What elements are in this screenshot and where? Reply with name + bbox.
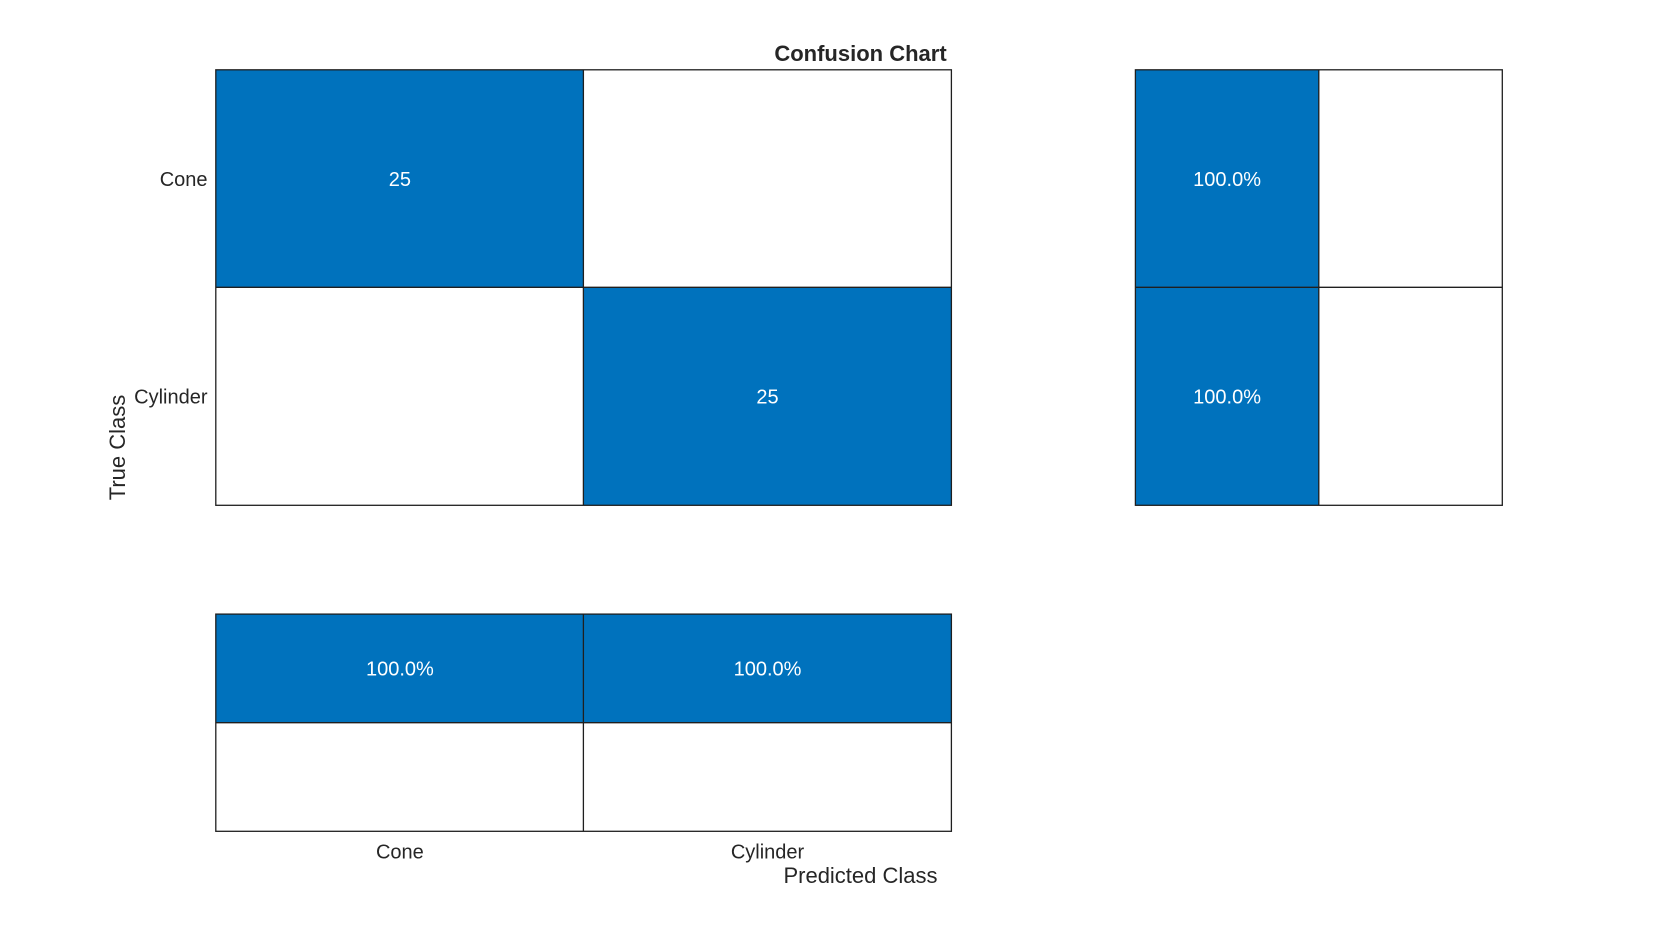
- svg-text:100.0%: 100.0%: [366, 659, 434, 681]
- svg-text:25: 25: [756, 387, 778, 409]
- svg-text:Confusion Chart: Confusion Chart: [774, 41, 947, 66]
- svg-text:True Class: True Class: [105, 395, 130, 501]
- svg-text:100.0%: 100.0%: [734, 659, 802, 681]
- svg-text:Cylinder: Cylinder: [731, 842, 805, 864]
- svg-text:Cone: Cone: [160, 169, 208, 191]
- svg-text:100.0%: 100.0%: [1193, 169, 1261, 191]
- svg-text:Cylinder: Cylinder: [134, 387, 208, 409]
- svg-text:Predicted Class: Predicted Class: [783, 863, 937, 888]
- svg-text:100.0%: 100.0%: [1193, 387, 1261, 409]
- svg-text:Cone: Cone: [376, 842, 424, 864]
- svg-text:25: 25: [389, 169, 411, 191]
